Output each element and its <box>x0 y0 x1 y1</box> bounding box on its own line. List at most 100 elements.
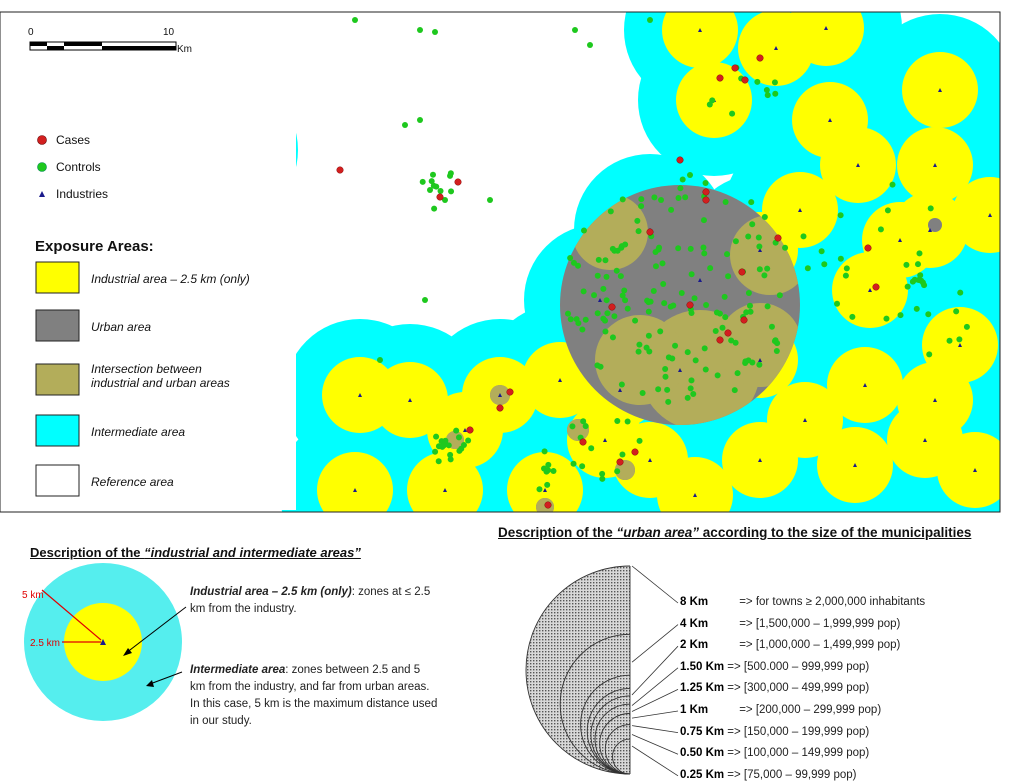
control-point <box>567 255 574 262</box>
case-point <box>716 336 724 344</box>
control-point <box>660 281 667 288</box>
control-point <box>915 276 922 283</box>
control-point <box>761 213 768 220</box>
control-point <box>377 357 383 363</box>
control-point <box>600 285 607 292</box>
industry-marker <box>558 378 562 382</box>
case-point <box>702 196 710 204</box>
control-point <box>742 358 749 365</box>
urban-radius-row: 1 Km => [200,000 – 299,999 pop) <box>680 704 881 716</box>
case-point <box>436 193 444 201</box>
control-point <box>602 317 609 324</box>
legend-industrial-label: Industrial area – 2.5 km (only) <box>91 272 250 286</box>
control-point <box>913 305 920 312</box>
legend-controls-label: Controls <box>56 160 101 174</box>
control-point <box>597 363 604 370</box>
control-point <box>614 417 621 424</box>
control-point <box>417 117 423 123</box>
industrial-diagram: 5 km 2.5 km <box>22 563 187 721</box>
control-point <box>668 206 675 213</box>
control-point <box>675 194 682 201</box>
intersection-area <box>718 303 800 387</box>
control-point <box>746 302 753 309</box>
case-point <box>872 283 880 291</box>
control-point <box>764 265 771 272</box>
exposure-areas-title: Exposure Areas: <box>35 238 154 255</box>
control-point <box>953 308 960 315</box>
control-point <box>569 423 576 430</box>
control-point <box>672 342 679 349</box>
control-point <box>843 265 850 272</box>
control-point <box>635 228 642 235</box>
control-point <box>743 309 750 316</box>
case-point <box>740 316 748 324</box>
control-point <box>782 244 789 251</box>
urban-radius-diagram <box>525 565 679 777</box>
control-point <box>732 238 739 245</box>
industrial-buffer <box>507 452 583 512</box>
control-point <box>722 198 729 205</box>
control-point <box>842 272 849 279</box>
urban-radius-km: 1 Km <box>680 704 709 716</box>
case-point <box>466 426 474 434</box>
control-point <box>749 221 756 228</box>
control-point <box>703 301 710 308</box>
control-point <box>877 226 884 233</box>
control-point <box>619 451 626 458</box>
control-point <box>645 332 652 339</box>
swatch-industrial <box>35 261 80 294</box>
urban-area <box>928 218 942 232</box>
control-point <box>430 182 437 189</box>
industry-marker <box>958 343 962 347</box>
control-point <box>662 373 669 380</box>
control-point <box>432 448 439 455</box>
control-point <box>919 279 926 286</box>
industry-marker <box>353 488 357 492</box>
industry-marker <box>868 288 872 292</box>
legend-industries-label: Industries <box>56 187 108 201</box>
urban-radius-row: 0.50 Km => [100,000 – 149,999 pop) <box>680 747 869 759</box>
industrial-buffer <box>662 12 738 68</box>
control-point <box>544 481 551 488</box>
industry-marker <box>618 388 622 392</box>
control-point <box>611 313 618 320</box>
control-point <box>687 245 694 252</box>
control-point <box>707 265 714 272</box>
control-point <box>602 328 609 335</box>
urban-radius-circle <box>580 674 631 775</box>
control-point <box>655 386 662 393</box>
control-point <box>419 178 426 185</box>
urban-radius-range: => for towns ≥ 2,000,000 inhabitants <box>736 596 926 608</box>
urban-radius-range: => [150,000 – 199,999 pop) <box>724 725 870 738</box>
control-point <box>442 437 449 444</box>
control-point <box>956 336 963 343</box>
control-point <box>587 42 593 48</box>
control-point <box>776 292 783 299</box>
control-point <box>594 310 601 317</box>
urban-radius-km: 1.50 Km <box>680 660 725 673</box>
urban-radius-row: 1.50 Km => [500.000 – 999,999 pop) <box>680 661 869 673</box>
control-point <box>572 27 578 33</box>
control-point <box>599 470 606 477</box>
control-point <box>684 349 691 356</box>
industry-marker <box>933 163 937 167</box>
control-point <box>440 442 447 449</box>
control-point <box>925 311 932 318</box>
control-point <box>772 90 779 97</box>
industry-marker <box>973 468 977 472</box>
control-point <box>647 17 653 23</box>
control-point <box>763 87 770 94</box>
control-point <box>632 317 639 324</box>
control-point <box>591 292 598 299</box>
industrial-buffer <box>788 12 864 66</box>
industrial-title-prefix: Description of the <box>30 545 145 560</box>
control-point <box>756 361 763 368</box>
intersection-area <box>536 498 554 512</box>
urban-radius-range: => [300,000 – 499,999 pop) <box>724 682 870 695</box>
control-point <box>453 427 460 434</box>
control-point <box>622 297 629 304</box>
control-point <box>771 79 778 86</box>
control-point <box>725 273 732 280</box>
control-point <box>609 245 616 252</box>
control-point <box>926 351 933 358</box>
